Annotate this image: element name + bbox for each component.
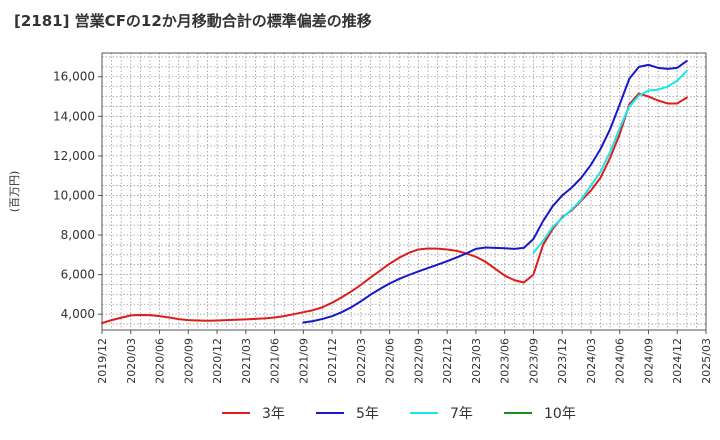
series-line-1	[302, 59, 688, 324]
x-tick-label: 2021/12	[326, 338, 339, 384]
grid-layer	[102, 53, 706, 330]
y-tick-label: 6,000	[61, 268, 95, 282]
y-tick-label: 4,000	[61, 307, 95, 321]
x-tick-label: 2020/03	[125, 338, 138, 384]
y-tick-label: 14,000	[53, 109, 95, 123]
series-layer	[101, 59, 688, 325]
x-tick-label: 2023/03	[470, 338, 483, 384]
x-tick-label: 2024/03	[585, 338, 598, 384]
x-tick-label: 2019/12	[96, 338, 109, 384]
y-tick-label: 10,000	[53, 188, 95, 202]
axis-layer: 4,000 6,000 8,000 10,000 12,000 14,000 16,000 (…	[8, 52, 713, 384]
y-tick-label: 8,000	[61, 228, 95, 242]
y-tick-label: 16,000	[53, 70, 95, 84]
x-tick-label: 2023/06	[499, 338, 512, 384]
x-tick-label: 2024/12	[671, 338, 684, 384]
x-tick-label: 2022/06	[384, 338, 397, 384]
legend-label-0: 3年	[262, 406, 285, 422]
x-tick-label: 2020/06	[154, 338, 167, 384]
legend-layer: 3年 5年 7年 10年	[222, 406, 576, 422]
x-tick-label: 2021/09	[297, 338, 310, 384]
x-tick-label: 2021/03	[240, 338, 253, 384]
x-tick-label: 2025/03	[700, 338, 713, 384]
x-tick-label: 2022/12	[441, 338, 454, 384]
legend-label-2: 7年	[450, 406, 473, 422]
series-line-2	[532, 69, 688, 254]
x-tick-label: 2020/12	[211, 338, 224, 384]
x-tick-label: 2021/06	[269, 338, 282, 384]
x-tick-label: 2023/12	[556, 338, 569, 384]
x-tick-label: 2022/03	[355, 338, 368, 384]
x-tick-label: 2020/09	[182, 338, 195, 384]
legend-label-3: 10年	[544, 406, 576, 422]
x-tick-label: 2024/09	[642, 338, 655, 384]
series-line-0	[101, 92, 688, 325]
y-tick-label: 12,000	[53, 149, 95, 163]
y-axis-label: (百万円)	[8, 171, 21, 213]
chart-title: [2181] 営業CFの12か月移動合計の標準偏差の推移	[14, 12, 372, 30]
legend-label-1: 5年	[356, 406, 379, 422]
plot-frame	[101, 52, 707, 331]
x-tick-label: 2023/09	[527, 338, 540, 384]
x-tick-label: 2022/09	[412, 338, 425, 384]
x-tick-label: 2024/06	[614, 338, 627, 384]
